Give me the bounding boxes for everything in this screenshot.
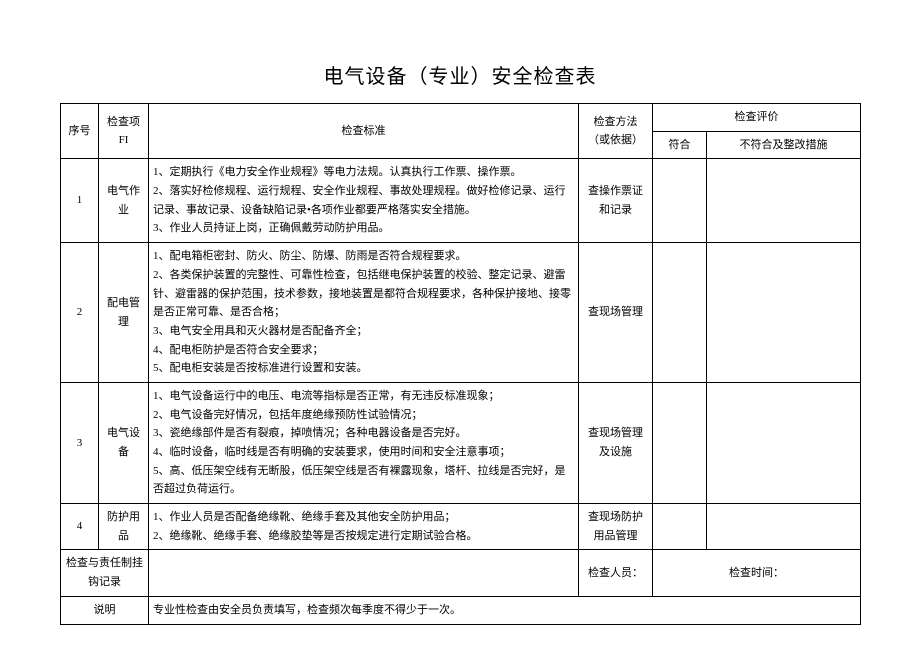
hook-label: 检查与责任制挂钩记录	[61, 550, 149, 596]
col-nonconform-header: 不符合及整改措施	[707, 131, 861, 159]
col-method-header: 检查方法 （或依据）	[579, 104, 653, 159]
col-item-header-l2: FI	[103, 131, 144, 150]
page-container: 电气设备（专业）安全检查表 序号 检查项 FI 检查标准 检查方法 （或依据） …	[60, 60, 860, 625]
table-row: 2 配电管理 1、配电箱柜密封、防火、防尘、防爆、防雨是否符合规程要求。2、各类…	[61, 243, 861, 383]
cell-item: 配电管理	[99, 243, 149, 383]
col-method-header-l2: （或依据）	[583, 131, 648, 150]
cell-method: 查现场管理	[579, 243, 653, 383]
inspection-table: 序号 检查项 FI 检查标准 检查方法 （或依据） 检查评价 符合 不符合及整改…	[60, 103, 861, 625]
note-text: 专业性检查由安全员负责填写，检查频次每季度不得少于一次。	[149, 596, 861, 624]
cell-seq: 3	[61, 382, 99, 503]
cell-seq: 4	[61, 504, 99, 550]
hook-record-cell[interactable]	[149, 550, 579, 596]
inspection-time-label: 检查时间：	[653, 550, 861, 596]
cell-method: 查现场管理及设施	[579, 382, 653, 503]
cell-standard: 1、配电箱柜密封、防火、防尘、防爆、防雨是否符合规程要求。2、各类保护装置的完整…	[149, 243, 579, 383]
cell-item: 电气作业	[99, 159, 149, 243]
cell-conform[interactable]	[653, 159, 707, 243]
cell-standard: 1、电气设备运行中的电压、电流等指标是否正常，有无违反标准现象；2、电气设备完好…	[149, 382, 579, 503]
note-label: 说明	[61, 596, 149, 624]
cell-nonconform[interactable]	[707, 504, 861, 550]
col-standard-header: 检查标准	[149, 104, 579, 159]
cell-nonconform[interactable]	[707, 243, 861, 383]
inspector-label: 检查人员：	[579, 550, 653, 596]
cell-conform[interactable]	[653, 382, 707, 503]
cell-conform[interactable]	[653, 243, 707, 383]
cell-nonconform[interactable]	[707, 159, 861, 243]
cell-seq: 1	[61, 159, 99, 243]
cell-item: 电气设备	[99, 382, 149, 503]
cell-method: 查操作票证和记录	[579, 159, 653, 243]
table-header-row-1: 序号 检查项 FI 检查标准 检查方法 （或依据） 检查评价	[61, 104, 861, 132]
page-title: 电气设备（专业）安全检查表	[60, 60, 860, 89]
hook-row: 检查与责任制挂钩记录 检查人员： 检查时间：	[61, 550, 861, 596]
cell-standard: 1、定期执行《电力安全作业规程》等电力法规。认真执行工作票、操作票。2、落实好检…	[149, 159, 579, 243]
col-eval-header: 检查评价	[653, 104, 861, 132]
cell-standard: 1、作业人员是否配备绝缘靴、绝缘手套及其他安全防护用品；2、绝缘靴、绝缘手套、绝…	[149, 504, 579, 550]
table-row: 3 电气设备 1、电气设备运行中的电压、电流等指标是否正常，有无违反标准现象；2…	[61, 382, 861, 503]
table-row: 4 防护用品 1、作业人员是否配备绝缘靴、绝缘手套及其他安全防护用品；2、绝缘靴…	[61, 504, 861, 550]
cell-item: 防护用品	[99, 504, 149, 550]
col-conform-header: 符合	[653, 131, 707, 159]
note-row: 说明 专业性检查由安全员负责填写，检查频次每季度不得少于一次。	[61, 596, 861, 624]
col-item-header-l1: 检查项	[103, 113, 144, 132]
table-row: 1 电气作业 1、定期执行《电力安全作业规程》等电力法规。认真执行工作票、操作票…	[61, 159, 861, 243]
col-method-header-l1: 检查方法	[583, 113, 648, 132]
cell-conform[interactable]	[653, 504, 707, 550]
col-seq-header: 序号	[61, 104, 99, 159]
cell-nonconform[interactable]	[707, 382, 861, 503]
col-item-header: 检查项 FI	[99, 104, 149, 159]
cell-method: 查现场防护用品管理	[579, 504, 653, 550]
cell-seq: 2	[61, 243, 99, 383]
